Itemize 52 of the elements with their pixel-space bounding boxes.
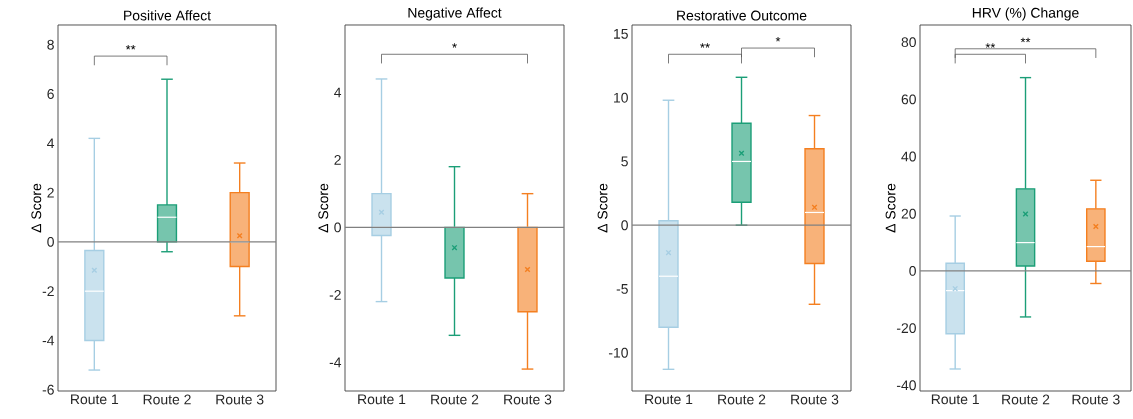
annotation: ** <box>1020 37 1031 43</box>
annotation: ** <box>125 45 136 50</box>
chart-title: Negative Affect <box>408 7 502 21</box>
y-axis-title: Δ Score <box>31 183 42 233</box>
x-tick-label: Route 2 <box>1002 394 1050 405</box>
y-tick-label: 60 <box>901 94 916 105</box>
y-tick-label: 15 <box>614 29 628 39</box>
y-tick-label: 5 <box>621 156 628 167</box>
y-tick-label: 0 <box>47 236 54 247</box>
y-tick-label: 10 <box>614 92 628 103</box>
chart-title: Positive Affect <box>124 10 211 21</box>
x-tick-label: Route 1 <box>358 394 406 405</box>
annotation: ** <box>985 43 996 48</box>
y-tick-label: -2 <box>329 289 341 300</box>
y-tick-label: -4 <box>42 335 55 346</box>
y-tick-label: 0 <box>334 222 341 233</box>
y-tick-label: 2 <box>47 187 54 198</box>
y-tick-label: 0 <box>909 265 916 276</box>
y-tick-label: 80 <box>901 37 916 48</box>
y-tick-label: -2 <box>42 286 54 297</box>
x-tick-label: Route 3 <box>791 394 839 405</box>
x-tick-label: Route 1 <box>931 394 979 405</box>
y-tick-label: -20 <box>896 323 916 334</box>
annotation: * <box>775 36 781 42</box>
y-axis-title: Δ Score <box>597 183 608 233</box>
x-tick-label: Route 3 <box>504 394 552 405</box>
y-tick-label: 40 <box>901 151 916 162</box>
y-axis-title: Δ Score <box>318 183 329 233</box>
y-tick-label: 0 <box>621 220 628 231</box>
chart-title: Restorative Outcome <box>677 10 807 21</box>
y-tick-label: 20 <box>901 208 916 219</box>
x-tick-label: Route 1 <box>71 394 119 405</box>
y-tick-label: 4 <box>334 87 342 98</box>
y-tick-label: -40 <box>896 380 916 391</box>
y-tick-label: -6 <box>42 384 54 395</box>
y-tick-label: -4 <box>329 357 342 368</box>
x-tick-label: Route 1 <box>645 394 693 405</box>
x-tick-label: Route 3 <box>216 394 264 405</box>
x-tick-label: Route 2 <box>718 394 766 405</box>
annotation: * <box>452 43 457 48</box>
y-tick-label: 2 <box>334 155 341 165</box>
y-tick-label: 6 <box>47 89 54 99</box>
y-tick-label: 4 <box>47 138 55 149</box>
x-tick-label: Route 2 <box>143 394 191 405</box>
y-tick-label: -5 <box>616 284 628 294</box>
x-tick-label: Route 2 <box>431 394 479 405</box>
x-tick-label: Route 3 <box>1072 394 1120 405</box>
chart-title: HRV (%) Change <box>972 7 1079 21</box>
y-axis-title: Δ Score <box>885 183 896 233</box>
y-tick-label: 8 <box>47 39 54 50</box>
annotation: ** <box>700 43 710 48</box>
y-tick-label: -10 <box>608 347 628 358</box>
